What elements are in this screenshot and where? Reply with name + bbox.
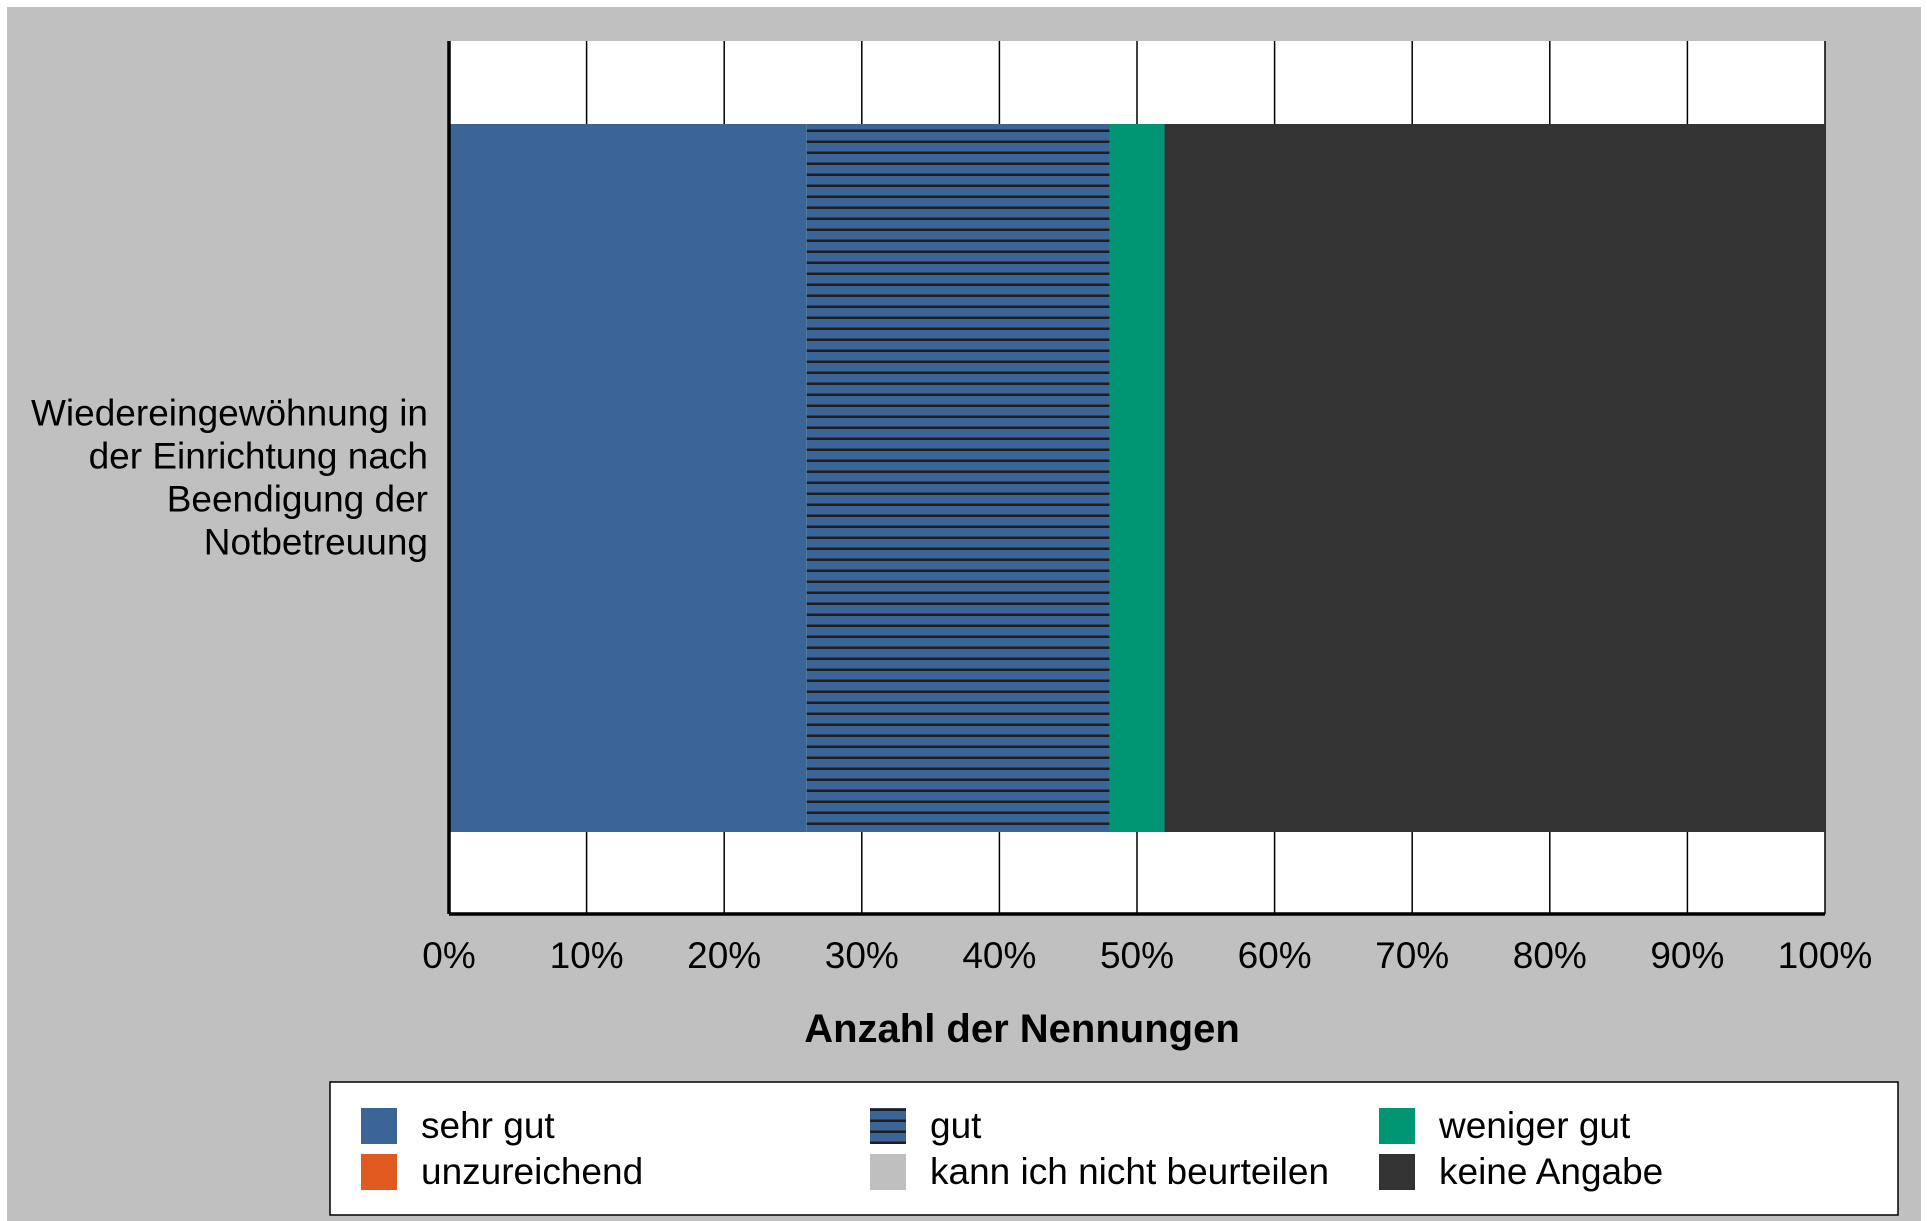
x-tick-label: 10%: [550, 935, 624, 976]
x-tick-label: 20%: [687, 935, 761, 976]
x-tick-labels: 0% 10% 20% 30% 40% 50% 60% 70% 80% 90% 100%: [422, 935, 1872, 976]
bar-segment-sehr-gut: [449, 124, 807, 832]
legend-box: [329, 1081, 1899, 1216]
bar-segment-gut: [806, 124, 1110, 832]
legend: sehr gut gut weniger gut unzureichend kann i…: [329, 1081, 1899, 1216]
x-tick-label: 90%: [1650, 935, 1724, 976]
legend-swatch-weniger-gut: [1379, 1108, 1415, 1144]
x-tick-label: 0%: [422, 935, 475, 976]
category-label-line: Wiedereingewöhnung in: [31, 393, 428, 434]
legend-swatch-kann-ich-nicht-beurteilen: [870, 1154, 906, 1190]
legend-swatch-sehr-gut: [361, 1108, 397, 1144]
legend-label-unzureichend: unzureichend: [421, 1151, 643, 1192]
x-tick-label: 60%: [1238, 935, 1312, 976]
x-tick-label: 50%: [1100, 935, 1174, 976]
x-tick-label: 80%: [1513, 935, 1587, 976]
legend-label-keine-angabe: keine Angabe: [1439, 1151, 1663, 1192]
bar-segments: [449, 124, 1825, 832]
legend-label-weniger-gut: weniger gut: [1438, 1105, 1631, 1146]
x-axis-title: Anzahl der Nennungen: [804, 1007, 1240, 1051]
legend-label-kann-ich-nicht-beurteilen: kann ich nicht beurteilen: [930, 1151, 1329, 1192]
category-label-line: Beendigung der: [167, 479, 428, 520]
bar-segment-weniger-gut: [1109, 124, 1165, 832]
category-label-line: Notbetreuung: [204, 522, 428, 563]
legend-swatch-unzureichend: [361, 1154, 397, 1190]
legend-swatch-keine-angabe: [1379, 1154, 1415, 1190]
legend-swatch-gut: [870, 1108, 906, 1144]
x-tick-label: 100%: [1778, 935, 1873, 976]
x-tick-label: 30%: [825, 935, 899, 976]
x-tick-label: 40%: [962, 935, 1036, 976]
legend-label-gut: gut: [930, 1105, 982, 1146]
category-label-line: der Einrichtung nach: [89, 436, 428, 477]
x-tick-label: 70%: [1375, 935, 1449, 976]
legend-label-sehr-gut: sehr gut: [421, 1105, 555, 1146]
bar-segment-keine-angabe: [1164, 124, 1825, 832]
axes: [447, 41, 1825, 916]
